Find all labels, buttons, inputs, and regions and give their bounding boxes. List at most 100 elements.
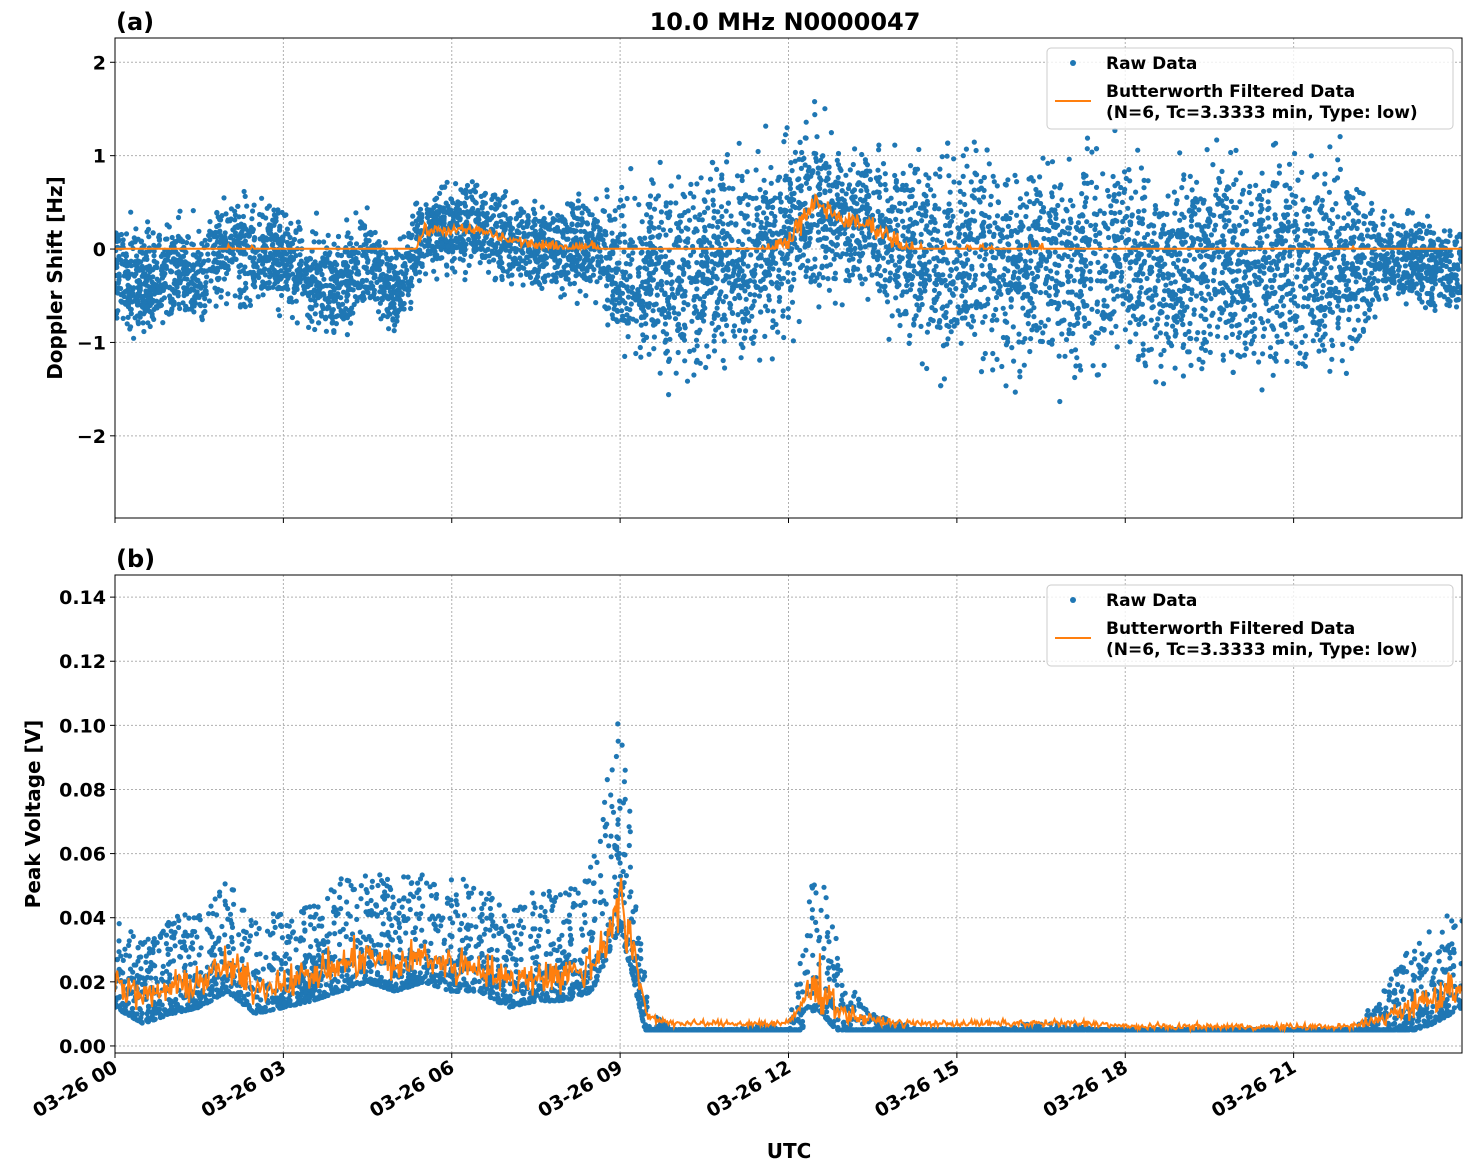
raw-data-point (822, 106, 827, 111)
raw-data-point (511, 200, 516, 205)
raw-data-point (1196, 207, 1201, 212)
raw-data-point (1009, 304, 1014, 309)
raw-data-point (865, 211, 870, 216)
raw-data-point (857, 273, 862, 278)
raw-data-point (1141, 341, 1146, 346)
raw-data-point (797, 248, 802, 253)
raw-data-point (525, 213, 530, 218)
raw-data-point (1055, 203, 1060, 208)
raw-data-point (916, 147, 921, 152)
raw-data-point (689, 280, 694, 285)
raw-data-point (958, 200, 963, 205)
raw-data-point (1102, 279, 1107, 284)
raw-data-point (1067, 226, 1072, 231)
raw-data-point (1231, 182, 1236, 187)
raw-data-point (1335, 304, 1340, 309)
raw-data-point (1442, 228, 1447, 233)
raw-data-point (463, 270, 468, 275)
raw-data-point (1119, 270, 1124, 275)
raw-data-point (948, 230, 953, 235)
raw-data-point (776, 268, 781, 273)
raw-data-point (1320, 290, 1325, 295)
raw-data-point (1053, 250, 1058, 255)
raw-data-point (797, 319, 802, 324)
raw-data-point (756, 149, 761, 154)
raw-data-point (309, 319, 314, 324)
raw-data-point (1164, 212, 1169, 217)
raw-data-point (919, 232, 924, 237)
raw-data-point (725, 152, 730, 157)
raw-data-point (1212, 270, 1217, 275)
raw-data-point (207, 298, 212, 303)
raw-data-point (663, 340, 668, 345)
raw-data-point (737, 200, 742, 205)
raw-data-point (1417, 235, 1422, 240)
raw-data-point (539, 286, 544, 291)
raw-data-point (1122, 190, 1127, 195)
raw-data-point (1078, 367, 1083, 372)
raw-data-point (1226, 185, 1231, 190)
raw-data-point (833, 301, 838, 306)
raw-data-point (1242, 275, 1247, 280)
raw-data-point (1190, 203, 1195, 208)
raw-data-point (889, 254, 894, 259)
raw-data-point (1028, 258, 1033, 263)
raw-data-point (1161, 381, 1166, 386)
raw-data-point (478, 260, 483, 265)
raw-data-point (434, 196, 439, 201)
raw-data-point (1113, 238, 1118, 243)
raw-data-point (1084, 195, 1089, 200)
raw-data-point (945, 303, 950, 308)
raw-data-point (758, 187, 763, 192)
raw-data-point (1299, 170, 1304, 175)
raw-data-point (150, 314, 155, 319)
raw-data-point (1128, 295, 1133, 300)
raw-data-point (1222, 218, 1227, 223)
raw-data-point (994, 295, 999, 300)
raw-data-point (633, 351, 638, 356)
raw-data-point (398, 236, 403, 241)
raw-data-point (925, 202, 930, 207)
raw-data-point (576, 198, 581, 203)
raw-data-point (786, 279, 791, 284)
raw-data-point (1205, 284, 1210, 289)
raw-data-point (1218, 214, 1223, 219)
raw-data-point (1011, 324, 1016, 329)
raw-data-point (424, 202, 429, 207)
raw-data-point (691, 347, 696, 352)
raw-data-point (1243, 333, 1248, 338)
raw-data-point (1257, 235, 1262, 240)
raw-data-point (718, 258, 723, 263)
raw-data-point (877, 194, 882, 199)
raw-data-point (987, 161, 992, 166)
raw-data-point (1164, 302, 1169, 307)
raw-data-point (790, 168, 795, 173)
raw-data-point (840, 182, 845, 187)
raw-data-point (1014, 179, 1019, 184)
raw-data-point (145, 320, 150, 325)
raw-data-point (1139, 165, 1144, 170)
raw-data-point (962, 202, 967, 207)
raw-data-point (1082, 317, 1087, 322)
raw-data-point (979, 263, 984, 268)
raw-data-point (851, 162, 856, 167)
raw-data-point (1273, 216, 1278, 221)
raw-data-point (840, 302, 845, 307)
raw-data-point (1365, 233, 1370, 238)
raw-data-point (995, 213, 1000, 218)
raw-data-point (285, 227, 290, 232)
raw-data-point (221, 195, 226, 200)
raw-data-point (754, 196, 759, 201)
raw-data-point (888, 270, 893, 275)
raw-data-point (450, 200, 455, 205)
raw-data-point (918, 324, 923, 329)
raw-data-point (1149, 318, 1154, 323)
raw-data-point (326, 233, 331, 238)
raw-data-point (912, 269, 917, 274)
raw-data-point (244, 204, 249, 209)
raw-data-point (1181, 177, 1186, 182)
raw-data-point (1355, 304, 1360, 309)
raw-data-point (129, 259, 134, 264)
raw-data-point (125, 283, 130, 288)
raw-data-point (681, 270, 686, 275)
